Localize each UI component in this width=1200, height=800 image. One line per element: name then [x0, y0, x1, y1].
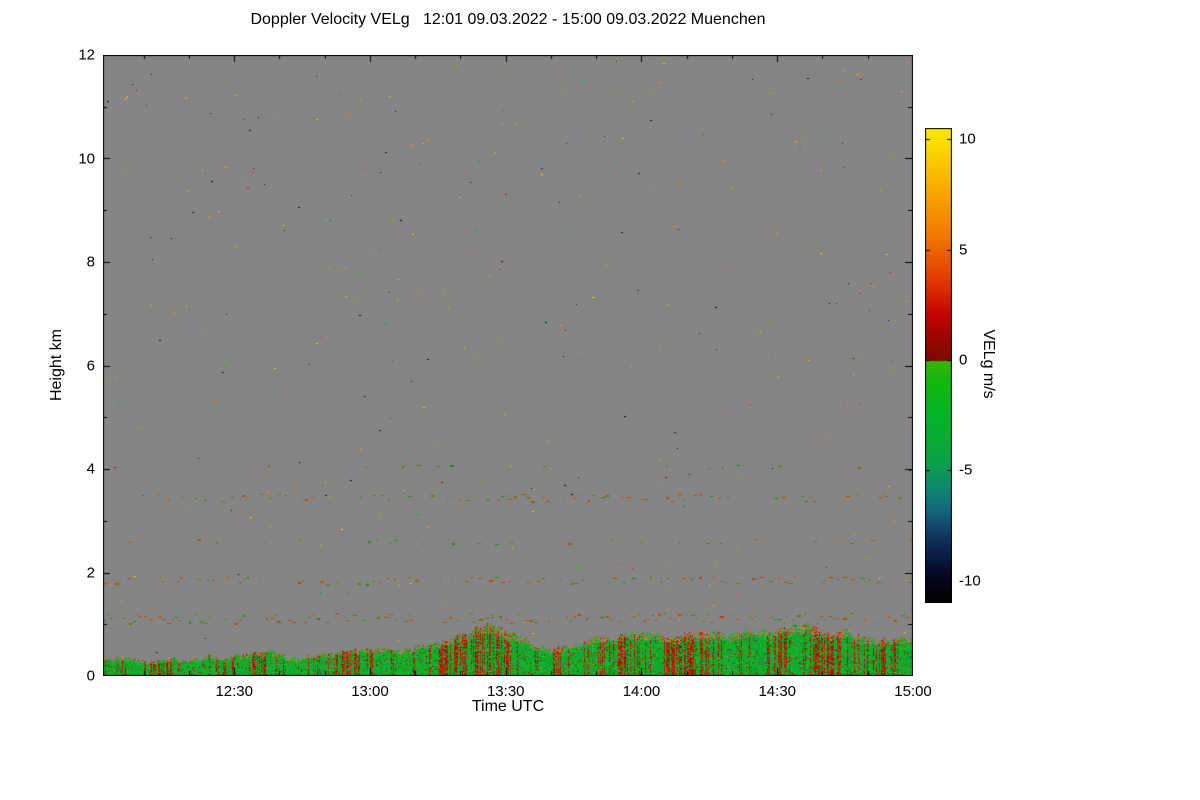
y-tick-label: 4: [86, 460, 95, 478]
colorbar-tick-label: 10: [959, 130, 976, 148]
x-axis-title: Time UTC: [471, 698, 545, 715]
y-tick-label: 12: [78, 46, 95, 64]
colorbar: [925, 128, 952, 603]
y-tick-label: 0: [86, 667, 95, 685]
colorbar-tick-label: -10: [959, 572, 981, 590]
heatmap-canvas: [103, 55, 913, 676]
y-axis-title: Height km: [48, 328, 65, 402]
y-tick-label: 2: [86, 564, 95, 581]
chart-title: Doppler Velocity VELg 12:01 09.03.2022 -…: [250, 11, 766, 28]
y-tick-label: 8: [86, 253, 95, 271]
colorbar-title: VELg m/s: [980, 329, 997, 399]
y-tick-label: 10: [78, 150, 95, 167]
colorbar-tick-label: 0: [959, 351, 968, 369]
colorbar-tick-label: 5: [959, 241, 968, 258]
colorbar-tick-label: -5: [959, 461, 973, 479]
